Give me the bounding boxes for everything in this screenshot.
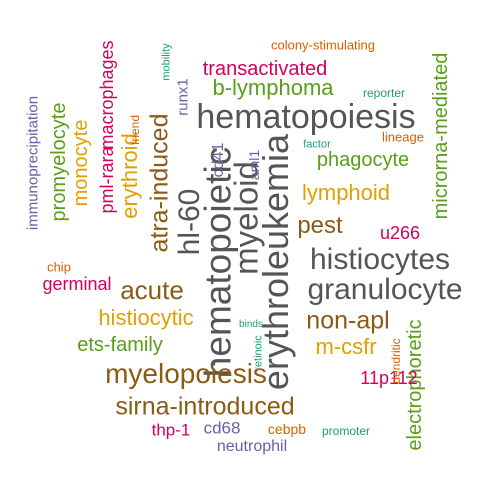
cloud-word: cebpb — [267, 421, 307, 437]
cloud-word: colony-stimulating — [270, 37, 376, 53]
cloud-word: transactivated — [202, 58, 328, 80]
cloud-word: cd68 — [203, 418, 241, 438]
cloud-word: pest — [297, 212, 343, 239]
cloud-word: germinal — [42, 274, 112, 294]
cloud-word: hematopoiesis — [196, 98, 416, 136]
cloud-word: binds — [239, 319, 263, 330]
cloud-word: granulocyte — [307, 273, 463, 306]
cloud-word: reporter — [362, 86, 406, 100]
cloud-word: myelopoiesis — [105, 358, 267, 389]
cloud-word: cd41 — [210, 142, 227, 178]
cloud-word: atra-induced — [145, 113, 174, 253]
cloud-word: factor — [303, 138, 331, 151]
cloud-word: u266 — [379, 223, 421, 243]
cloud-word: sirna-introduced — [115, 392, 295, 421]
cloud-word: mobility — [160, 43, 173, 81]
cloud-word: aml1 — [246, 149, 262, 181]
cloud-word: friend — [128, 114, 142, 146]
cloud-word: ets-family — [77, 334, 163, 356]
cloud-word: m-csfr — [315, 334, 377, 359]
cloud-word: hl-60 — [173, 188, 206, 256]
cloud-word: 11p112 — [360, 368, 418, 388]
cloud-word: monocyte — [70, 119, 92, 207]
cloud-word: macrophages — [97, 40, 117, 150]
cloud-word: promyelocyte — [48, 102, 70, 222]
cloud-word: thp-1 — [151, 420, 191, 440]
cloud-word: non-apl — [306, 306, 390, 335]
cloud-word: pml-rara — [97, 146, 117, 214]
cloud-word: acute — [120, 275, 184, 305]
cloud-word: neutrophil — [216, 438, 288, 455]
cloud-word: phagocyte — [316, 149, 410, 171]
cloud-word: immunoprecipitation — [24, 95, 42, 231]
cloud-word: b-lymphoma — [212, 75, 334, 100]
cloud-word: promoter — [321, 424, 371, 438]
cloud-word: erythroid — [117, 133, 142, 219]
cloud-word: retinoic — [252, 335, 265, 371]
cloud-word: lymphoid — [301, 180, 391, 205]
cloud-word: runx1 — [174, 78, 192, 116]
cloud-word: histiocytes — [309, 243, 451, 276]
cloud-word: chip — [47, 259, 71, 275]
cloud-word: dendritic — [389, 338, 403, 384]
cloud-word: lineage — [382, 129, 424, 145]
cloud-word: histiocytic — [98, 305, 194, 330]
cloud-word: microrna-mediated — [430, 52, 452, 220]
